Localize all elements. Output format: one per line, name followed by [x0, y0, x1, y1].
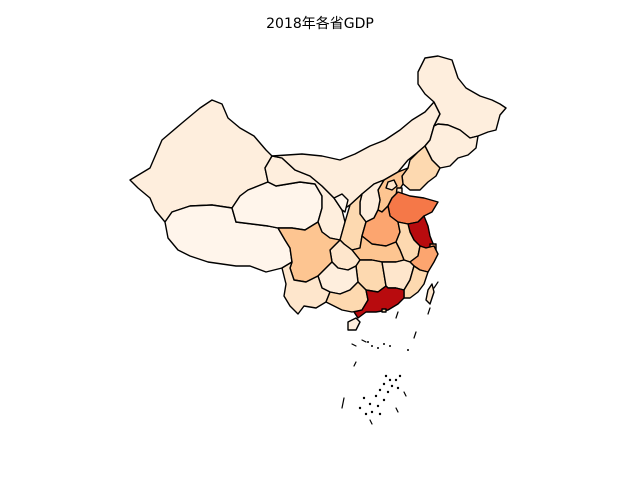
region-hainan [347, 317, 361, 331]
south-china-sea-islands [341, 281, 439, 425]
map-title: 2018年各省GDP [266, 16, 374, 32]
region-guangdong [353, 285, 405, 319]
region-beijing [385, 179, 398, 191]
region-taiwan [425, 283, 435, 305]
region-ningxia [333, 193, 349, 213]
region-hongkong [381, 308, 387, 313]
region-shandong [387, 191, 439, 225]
region-fujian [403, 265, 429, 299]
region-heilongjiang [417, 55, 507, 139]
